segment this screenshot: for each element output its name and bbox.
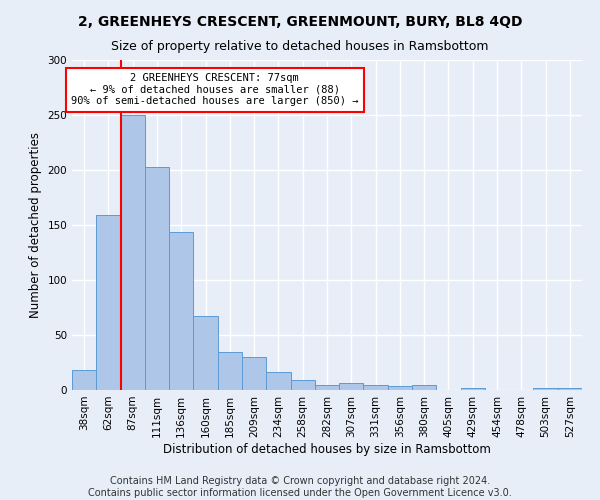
Bar [412,384,436,390]
Bar [145,166,169,390]
Bar [533,388,558,390]
Bar [461,388,485,390]
Text: Size of property relative to detached houses in Ramsbottom: Size of property relative to detached ho… [111,40,489,53]
Bar [96,215,121,390]
X-axis label: Distribution of detached houses by size in Ramsbottom: Distribution of detached houses by size … [163,442,491,456]
Text: 2, GREENHEYS CRESCENT, GREENMOUNT, BURY, BL8 4QD: 2, GREENHEYS CRESCENT, GREENMOUNT, BURY,… [78,15,522,29]
Text: 2 GREENHEYS CRESCENT: 77sqm
← 9% of detached houses are smaller (88)
90% of semi: 2 GREENHEYS CRESCENT: 77sqm ← 9% of deta… [71,73,359,106]
Bar [169,232,193,390]
Bar [193,316,218,390]
Bar [266,372,290,390]
Bar [558,388,582,390]
Bar [242,357,266,390]
Bar [364,384,388,390]
Bar [218,352,242,390]
Y-axis label: Number of detached properties: Number of detached properties [29,132,42,318]
Bar [388,386,412,390]
Bar [72,370,96,390]
Bar [339,384,364,390]
Bar [290,380,315,390]
Bar [315,384,339,390]
Text: Contains HM Land Registry data © Crown copyright and database right 2024.
Contai: Contains HM Land Registry data © Crown c… [88,476,512,498]
Bar [121,115,145,390]
